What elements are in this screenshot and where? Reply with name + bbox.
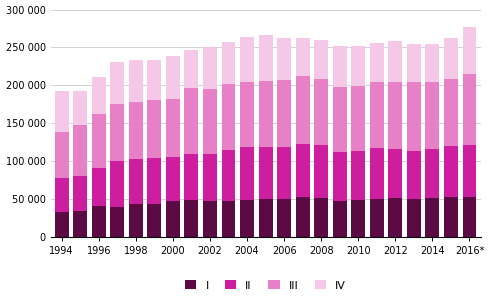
Bar xyxy=(444,37,458,79)
Bar xyxy=(370,82,384,148)
Bar xyxy=(147,204,162,237)
Bar xyxy=(314,40,328,79)
Bar xyxy=(221,42,236,84)
Bar xyxy=(166,157,180,201)
Bar xyxy=(55,132,69,178)
Bar xyxy=(147,101,162,158)
Bar xyxy=(92,77,106,114)
Bar xyxy=(388,41,402,82)
Bar xyxy=(259,199,273,237)
Bar xyxy=(277,80,291,147)
Bar xyxy=(388,149,402,198)
Bar xyxy=(92,206,106,237)
Bar xyxy=(147,158,162,204)
Bar xyxy=(463,27,476,74)
Bar xyxy=(425,82,439,149)
Bar xyxy=(203,47,217,89)
Bar xyxy=(296,144,310,198)
Bar xyxy=(221,84,236,150)
Bar xyxy=(147,59,162,101)
Bar xyxy=(388,198,402,237)
Bar xyxy=(425,198,439,237)
Bar xyxy=(296,37,310,76)
Bar xyxy=(351,86,365,151)
Bar xyxy=(73,211,87,237)
Bar xyxy=(444,79,458,146)
Bar xyxy=(73,126,87,176)
Bar xyxy=(55,91,69,132)
Bar xyxy=(240,37,254,82)
Bar xyxy=(129,60,143,102)
Bar xyxy=(351,200,365,237)
Bar xyxy=(370,148,384,199)
Bar xyxy=(407,199,421,237)
Bar xyxy=(166,56,180,99)
Bar xyxy=(221,150,236,201)
Bar xyxy=(370,199,384,237)
Bar xyxy=(92,168,106,206)
Bar xyxy=(444,197,458,237)
Bar xyxy=(407,82,421,150)
Bar xyxy=(203,89,217,154)
Bar xyxy=(407,44,421,82)
Bar xyxy=(425,149,439,198)
Bar xyxy=(73,92,87,126)
Bar xyxy=(351,46,365,86)
Bar xyxy=(185,153,198,200)
Bar xyxy=(185,50,198,88)
Bar xyxy=(129,204,143,237)
Bar xyxy=(314,198,328,237)
Bar xyxy=(296,198,310,237)
Bar xyxy=(277,147,291,199)
Bar xyxy=(240,200,254,237)
Bar xyxy=(444,146,458,197)
Bar xyxy=(240,82,254,147)
Bar xyxy=(296,76,310,144)
Bar xyxy=(259,147,273,199)
Bar xyxy=(314,145,328,198)
Bar xyxy=(203,201,217,237)
Bar xyxy=(110,207,124,237)
Bar xyxy=(185,200,198,237)
Bar xyxy=(110,161,124,207)
Bar xyxy=(166,99,180,157)
Bar xyxy=(259,34,273,81)
Bar xyxy=(463,198,476,237)
Bar xyxy=(370,43,384,82)
Bar xyxy=(203,154,217,201)
Bar xyxy=(277,38,291,80)
Bar xyxy=(333,87,347,152)
Bar xyxy=(73,176,87,211)
Bar xyxy=(110,104,124,161)
Bar xyxy=(259,81,273,147)
Bar xyxy=(407,150,421,199)
Bar xyxy=(277,199,291,237)
Bar xyxy=(425,44,439,82)
Bar xyxy=(221,201,236,237)
Bar xyxy=(129,159,143,204)
Bar xyxy=(129,102,143,159)
Bar xyxy=(463,145,476,198)
Bar xyxy=(92,114,106,168)
Bar xyxy=(166,201,180,237)
Bar xyxy=(240,147,254,200)
Bar xyxy=(55,212,69,237)
Bar xyxy=(388,82,402,149)
Bar xyxy=(185,88,198,153)
Bar xyxy=(463,74,476,145)
Bar xyxy=(333,46,347,87)
Bar xyxy=(333,201,347,237)
Bar xyxy=(55,178,69,212)
Legend: I, II, III, IV: I, II, III, IV xyxy=(181,276,350,295)
Bar xyxy=(351,151,365,200)
Bar xyxy=(110,62,124,104)
Bar xyxy=(333,152,347,201)
Bar xyxy=(314,79,328,145)
